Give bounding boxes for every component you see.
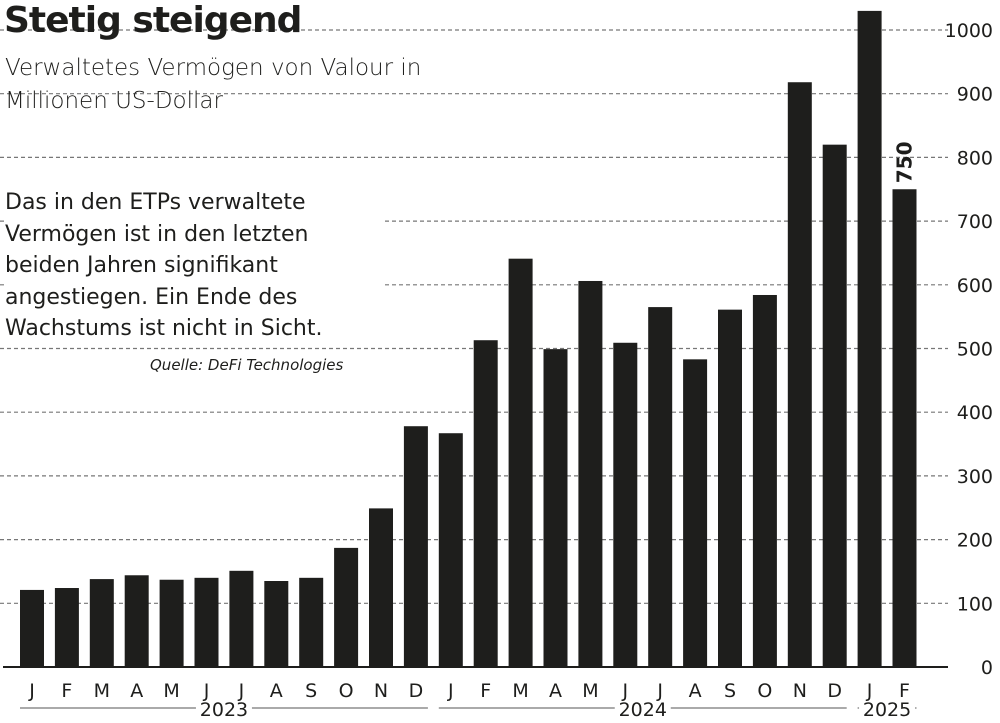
bar <box>264 581 289 667</box>
bar <box>369 508 393 667</box>
x-tick-label: O <box>757 680 772 702</box>
bar <box>89 579 114 667</box>
y-tick-label: 100 <box>957 593 993 615</box>
x-tick-label: A <box>270 680 283 702</box>
bar <box>124 575 149 667</box>
x-tick-label: O <box>339 680 354 702</box>
bar <box>648 307 673 667</box>
y-tick-label: 600 <box>957 275 993 297</box>
bar <box>54 588 79 667</box>
bar <box>892 189 917 667</box>
y-tick-label: 800 <box>957 147 993 169</box>
x-tick-label: D <box>827 680 842 702</box>
bar <box>683 359 708 667</box>
y-tick-label: 900 <box>957 84 993 106</box>
x-tick-label: J <box>621 680 628 702</box>
x-tick-label: J <box>447 680 454 702</box>
bar <box>159 579 184 667</box>
bar <box>822 144 847 667</box>
bar <box>438 433 463 667</box>
x-tick-label: A <box>549 680 562 702</box>
bar <box>718 309 742 667</box>
x-tick-label: N <box>374 680 388 702</box>
x-tick-label: A <box>689 680 702 702</box>
x-tick-label: M <box>94 680 110 702</box>
x-tick-label: M <box>582 680 598 702</box>
bar <box>20 589 44 667</box>
bar <box>752 294 777 667</box>
x-tick-label: A <box>130 680 143 702</box>
y-tick-label: 200 <box>957 530 993 552</box>
bar <box>578 280 603 667</box>
bar <box>229 570 254 667</box>
bar <box>473 340 498 667</box>
y-tick-label: 700 <box>957 211 993 233</box>
y-tick-label: 0 <box>981 657 993 679</box>
bar <box>508 258 533 667</box>
source-note: Quelle: DeFi Technologies <box>150 356 344 374</box>
x-tick-label: J <box>656 680 663 702</box>
bar <box>787 82 812 667</box>
annotation-text: Das in den ETPs verwaltete Vermögen ist … <box>5 187 385 345</box>
y-tick-label: 300 <box>957 466 993 488</box>
bar <box>194 577 219 667</box>
y-tick-label: 500 <box>957 339 993 361</box>
x-tick-label: M <box>163 680 179 702</box>
x-tick-label: N <box>793 680 807 702</box>
year-label: 2024 <box>619 699 667 721</box>
year-label: 2023 <box>200 699 248 721</box>
x-tick-label: J <box>28 680 35 702</box>
bar <box>299 577 324 667</box>
y-tick-label: 1000 <box>945 20 993 42</box>
x-tick-label: J <box>203 680 210 702</box>
data-label: 750 <box>893 142 917 184</box>
chart-subtitle: Verwaltetes Vermögen von Valour in Milli… <box>5 55 422 114</box>
bar <box>403 426 428 667</box>
x-tick-label: M <box>512 680 528 702</box>
bar <box>613 342 638 667</box>
chart-title: Stetig steigend <box>4 0 302 41</box>
x-tick-label: F <box>61 680 72 702</box>
x-tick-label: F <box>480 680 491 702</box>
x-tick-label: D <box>409 680 424 702</box>
x-tick-label: F <box>899 680 910 702</box>
x-tick-label: S <box>724 680 736 702</box>
bar <box>334 547 359 667</box>
y-tick-label: 400 <box>957 402 993 424</box>
bar <box>543 349 568 667</box>
x-tick-label: S <box>305 680 317 702</box>
x-tick-label: J <box>866 680 873 702</box>
year-label: 2025 <box>863 699 911 721</box>
x-tick-label: J <box>238 680 245 702</box>
bar <box>857 10 882 667</box>
